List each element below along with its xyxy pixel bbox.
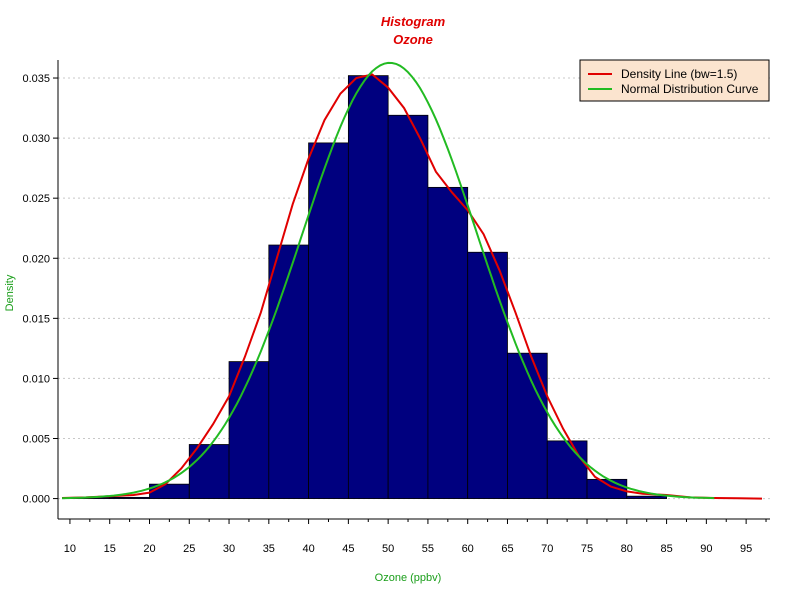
y-axis-title: Density — [4, 274, 16, 311]
x-tick-label: 25 — [183, 543, 195, 555]
legend: Density Line (bw=1.5) Normal Distributio… — [579, 59, 770, 102]
legend-box — [579, 59, 770, 102]
chart-title: Histogram — [381, 14, 446, 29]
y-tick-label: 0.005 — [22, 433, 50, 445]
histogram-bar — [546, 440, 588, 499]
y-axis-ticks: 0.000 0.005 0.010 0.015 0.020 0.025 0.030 0.035 — [22, 73, 58, 506]
histogram-bar — [347, 75, 389, 499]
x-tick-label: 45 — [342, 543, 354, 555]
x-tick-label: 70 — [541, 543, 553, 555]
x-tick-label: 60 — [462, 543, 474, 555]
histogram-bar — [427, 186, 469, 499]
x-tick-label: 55 — [422, 543, 434, 555]
histogram-bar — [308, 142, 349, 499]
axes — [57, 60, 770, 520]
histogram-bar — [467, 251, 508, 499]
histogram-bar — [109, 496, 150, 499]
histogram-bar — [507, 352, 548, 499]
x-tick-label: 20 — [143, 543, 155, 555]
y-tick-label: 0.015 — [22, 313, 50, 325]
histogram-bar — [387, 114, 429, 499]
x-tick-label: 35 — [263, 543, 275, 555]
y-tick-label: 0.030 — [22, 133, 50, 145]
x-tick-label: 90 — [700, 543, 712, 555]
x-tick-label: 50 — [382, 543, 394, 555]
histogram-bar — [188, 444, 230, 499]
chart-subtitle: Ozone — [393, 32, 433, 47]
x-tick-label: 75 — [581, 543, 593, 555]
legend-normal-label: Normal Distribution Curve — [621, 82, 759, 96]
x-tick-label: 85 — [660, 543, 672, 555]
y-tick-label: 0.020 — [22, 253, 50, 265]
x-tick-label: 95 — [740, 543, 752, 555]
y-tick-label: 0.000 — [22, 494, 50, 506]
legend-density-label: Density Line (bw=1.5) — [621, 67, 737, 81]
histogram-bars — [69, 75, 667, 499]
x-axis-ticks: 10 15 20 25 30 35 40 45 50 55 60 65 70 75 80 85 90 95 — [64, 519, 767, 555]
histogram-bar — [268, 244, 309, 499]
normal-curve — [61, 61, 715, 500]
x-tick-label: 40 — [302, 543, 314, 555]
y-tick-label: 0.035 — [22, 73, 50, 85]
x-axis-title: Ozone (ppbv) — [375, 572, 442, 584]
curves — [61, 61, 763, 500]
histogram-bar — [228, 361, 270, 499]
histogram-bar — [626, 495, 667, 499]
x-tick-label: 80 — [621, 543, 633, 555]
x-tick-label: 65 — [501, 543, 513, 555]
x-tick-label: 10 — [64, 543, 76, 555]
x-tick-label: 15 — [104, 543, 116, 555]
x-tick-label: 30 — [223, 543, 235, 555]
y-tick-label: 0.010 — [22, 373, 50, 385]
density-line — [61, 73, 763, 500]
y-tick-label: 0.025 — [22, 193, 50, 205]
